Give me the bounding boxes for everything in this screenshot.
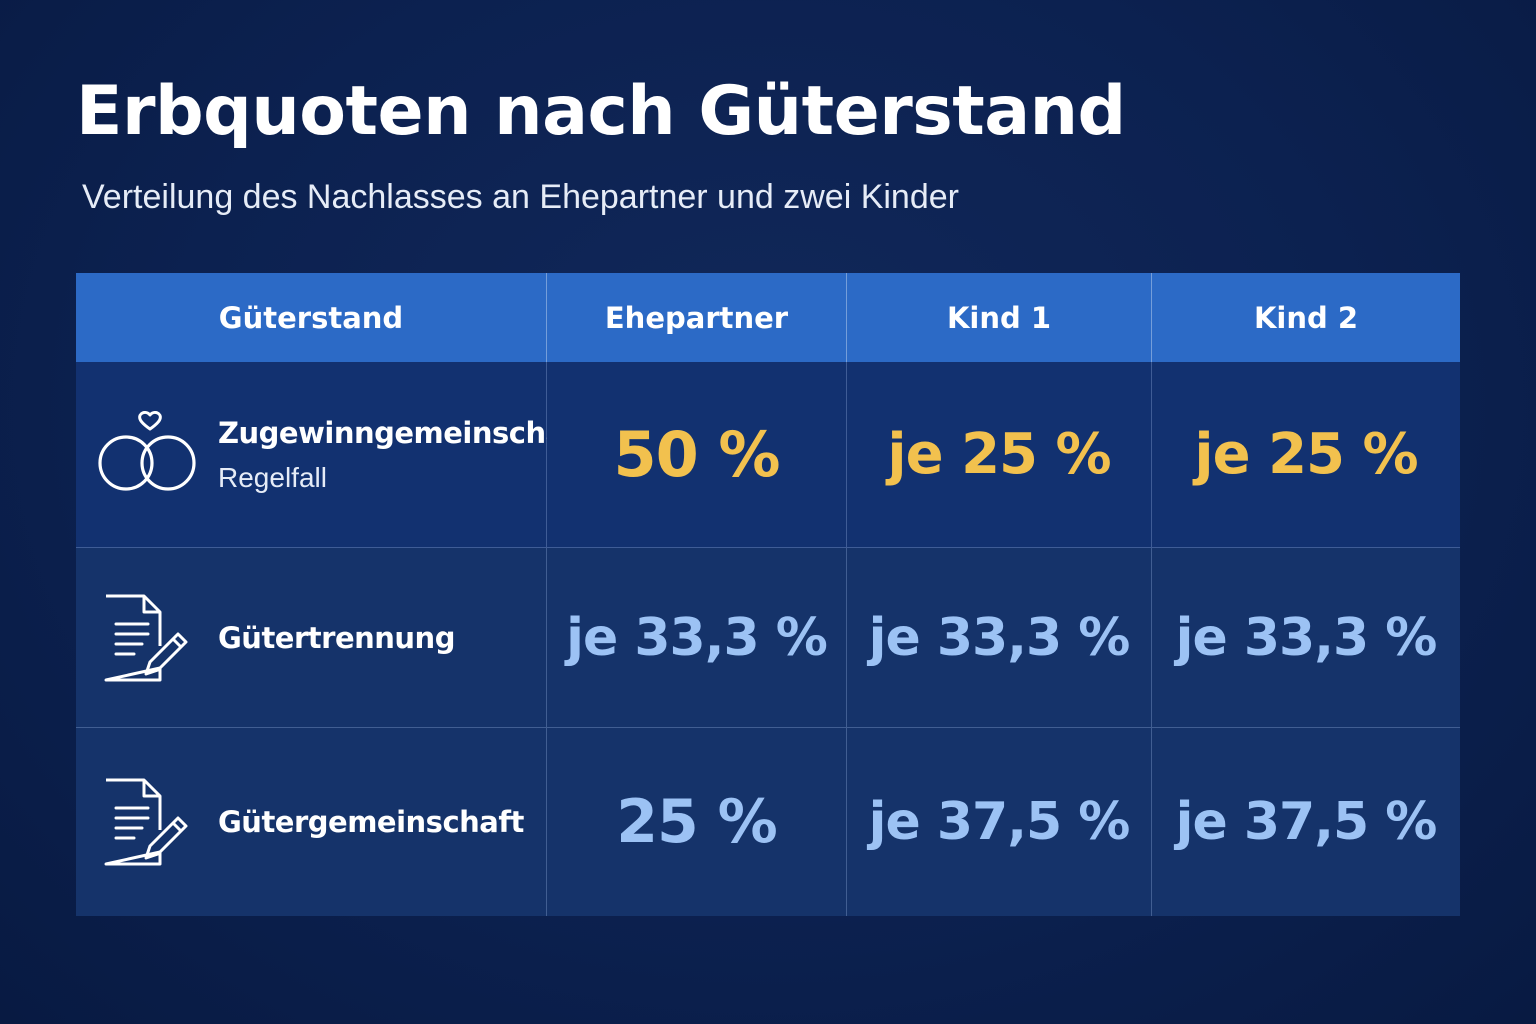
cell-gutergemeinschaft-kind-1: je 37,5 % (847, 728, 1152, 916)
table-value: je 33,3 % (566, 607, 828, 668)
cell-zugewinn-kind-1: je 25 % (847, 362, 1152, 548)
table-value: 50 % (613, 418, 781, 491)
document-pen-icon (98, 772, 198, 872)
table-grid: Güterstand Ehepartner Kind 1 Kind 2 Zuge… (76, 273, 1460, 916)
header-kind-1: Kind 1 (847, 273, 1152, 362)
row-label-main: Zugewinngemeinschaft (218, 415, 591, 450)
row-label-sub: Regelfall (218, 461, 327, 493)
cell-gutertrennung-kind-1: je 33,3 % (847, 548, 1152, 728)
table-value: je 33,3 % (868, 607, 1131, 668)
table-value: je 37,5 % (1175, 792, 1438, 852)
row-label-gutertrennung: Gütertrennung (76, 548, 547, 728)
inheritance-table: Güterstand Ehepartner Kind 1 Kind 2 Zuge… (76, 273, 1460, 916)
cell-gutertrennung-kind-2: je 33,3 % (1152, 548, 1460, 728)
table-value: 25 % (616, 787, 778, 857)
cell-gutergemeinschaft-kind-2: je 37,5 % (1152, 728, 1460, 916)
header-kind-2: Kind 2 (1152, 273, 1460, 362)
cell-zugewinn-ehepartner: 50 % (547, 362, 847, 548)
wedding-rings-heart-icon (98, 405, 198, 505)
document-pen-icon (98, 588, 198, 688)
row-label-main: Gütergemeinschaft (218, 805, 524, 839)
table-value: je 25 % (1194, 422, 1418, 487)
header-guterstand: Güterstand (76, 273, 547, 362)
cell-gutertrennung-ehepartner: je 33,3 % (547, 548, 847, 728)
table-value: je 37,5 % (868, 792, 1131, 852)
cell-zugewinn-kind-2: je 25 % (1152, 362, 1460, 548)
table-value: je 33,3 % (1175, 607, 1438, 668)
header-ehepartner: Ehepartner (547, 273, 847, 362)
row-label-main: Gütertrennung (218, 620, 455, 655)
cell-gutergemeinschaft-ehepartner: 25 % (547, 728, 847, 916)
page-subtitle: Verteilung des Nachlasses an Ehepartner … (82, 178, 959, 216)
row-label-zugewinngemeinschaft: Zugewinngemeinschaft Regelfall (76, 362, 591, 548)
row-label-gutergemeinschaft: Gütergemeinschaft (76, 728, 547, 916)
page-title: Erbquoten nach Güterstand (76, 72, 1126, 151)
table-value: je 25 % (887, 422, 1111, 487)
